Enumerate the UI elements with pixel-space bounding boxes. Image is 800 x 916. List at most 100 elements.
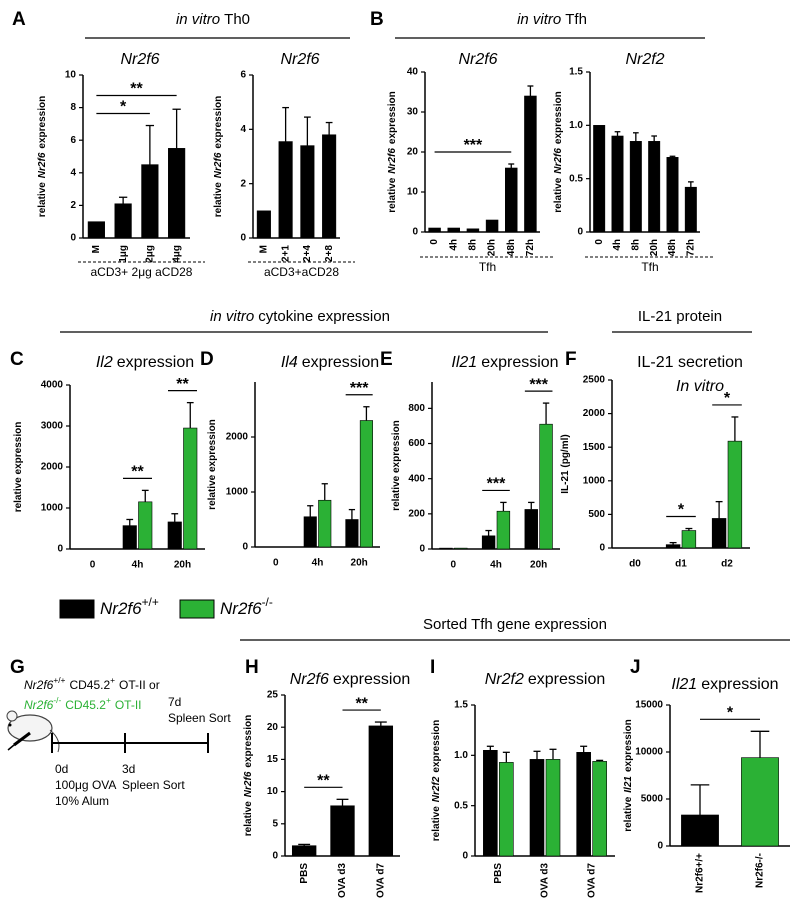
- genotype-label: Nr2f6+/+ CD45.2+ OT-II or: [24, 675, 160, 692]
- panel-label: H: [245, 657, 259, 678]
- y-tick-label: 1.0: [454, 750, 468, 761]
- x-tick-label: 4h: [448, 239, 459, 251]
- y-tick-label: 10000: [635, 747, 663, 758]
- bar: [454, 547, 468, 550]
- y-tick-label: 0: [419, 544, 425, 555]
- bar: [278, 141, 293, 239]
- y-tick-label: 20: [267, 722, 279, 733]
- error-bar: [690, 784, 710, 815]
- text-part: Nr2f2: [625, 51, 664, 68]
- text-part: Nr2f6: [553, 148, 564, 174]
- x-axis-label: aCD3+aCD28: [264, 265, 339, 279]
- y-axis-label: relative Nr2f6 expression: [387, 91, 398, 212]
- bar: [447, 227, 460, 233]
- bar: [168, 148, 186, 239]
- chart-title: Nr2f6: [458, 51, 497, 68]
- bar: [524, 95, 537, 233]
- bar: [684, 186, 697, 233]
- legend-swatch: [179, 599, 215, 619]
- x-tick-label: 0: [451, 560, 457, 571]
- text-part: expression: [333, 671, 410, 688]
- bar: [483, 749, 498, 857]
- section-header: IL-21 protein: [638, 308, 722, 325]
- bar: [711, 518, 727, 549]
- text-part: CD45.2: [65, 698, 106, 712]
- y-tick-label: 2000: [226, 432, 249, 443]
- error-bar: [527, 85, 534, 96]
- bar: [539, 423, 553, 550]
- timepoint-note: Spleen Sort: [122, 778, 185, 792]
- section-header: in vitro Tfh: [517, 11, 587, 28]
- y-tick-label: 1.5: [569, 67, 583, 78]
- bar: [611, 135, 624, 233]
- y-axis-label: relative Nr2f2 expression: [431, 720, 442, 841]
- text-part: expression: [701, 676, 778, 693]
- error-bar: [282, 106, 289, 142]
- panel-label: A: [12, 9, 26, 30]
- error-bar: [298, 843, 311, 846]
- error-bar: [549, 748, 557, 760]
- x-tick-label: M: [259, 245, 270, 253]
- y-tick-label: 0: [657, 841, 663, 852]
- text-part: Nr2f6: [220, 599, 262, 618]
- bar: [318, 499, 332, 548]
- section-header: Sorted Tfh gene expression: [423, 616, 607, 633]
- error-bar: [321, 483, 328, 501]
- y-axis-label: relative Nr2f6 expression: [37, 96, 48, 217]
- error-bar: [118, 196, 128, 204]
- x-axis-label: Tfh: [479, 260, 496, 274]
- chart-title: Il2 expression: [96, 354, 194, 371]
- y-tick-label: 2500: [583, 375, 606, 386]
- error-bar: [336, 798, 349, 806]
- y-tick-label: 1000: [41, 503, 64, 514]
- text-part: Nr2f6: [243, 771, 254, 797]
- x-tick-label: 1μg: [118, 245, 129, 263]
- bar: [681, 814, 719, 847]
- y-axis-label: relative expression: [391, 420, 402, 511]
- section-header: in vitro cytokine expression: [210, 308, 390, 325]
- significance-label: *: [724, 390, 731, 407]
- bar: [256, 210, 271, 239]
- error-bar: [632, 132, 639, 142]
- text-part: Nr2f6: [100, 599, 142, 618]
- text-part: Il21: [623, 776, 634, 793]
- bar: [138, 501, 153, 550]
- bar: [505, 167, 518, 233]
- chart-title: Nr2f6: [280, 51, 319, 68]
- x-tick-label: 0: [273, 558, 279, 569]
- bar: [727, 440, 743, 549]
- y-tick-label: 2000: [583, 408, 606, 419]
- text-part: expression: [481, 354, 558, 371]
- significance-label: ***: [529, 376, 548, 393]
- x-tick-label: 20h: [487, 239, 498, 256]
- x-tick-label: 0: [90, 560, 96, 571]
- y-tick-label: 600: [408, 438, 425, 449]
- y-tick-label: 1.5: [454, 700, 468, 711]
- text-part: relative expression: [207, 419, 218, 510]
- text-part: Nr2f6: [120, 51, 159, 68]
- text-part: IL-21 (pg/ml): [560, 434, 571, 493]
- text-part: IL-21 protein: [638, 308, 722, 325]
- bar: [291, 845, 317, 857]
- x-tick-label: d0: [629, 559, 641, 570]
- text-part: Nr2f6: [290, 671, 329, 688]
- panel-label: F: [565, 349, 577, 370]
- x-tick-label: 8h: [630, 239, 641, 251]
- timeline: [51, 733, 209, 753]
- text-part: expression: [431, 720, 442, 773]
- y-tick-label: 6: [240, 70, 246, 81]
- bar: [485, 219, 499, 233]
- text-part: relative: [431, 806, 442, 841]
- text-part: Il4: [281, 354, 298, 371]
- y-tick-label: 200: [408, 508, 425, 519]
- bar: [499, 762, 514, 857]
- error-bar: [614, 131, 621, 136]
- y-tick-label: 5: [272, 818, 278, 829]
- bar: [529, 759, 545, 857]
- panel-label: E: [380, 349, 393, 370]
- bar: [87, 221, 105, 239]
- text-part: expression: [243, 715, 254, 768]
- y-tick-label: 4: [240, 124, 246, 135]
- legend-label: Nr2f6-/-: [220, 595, 273, 618]
- x-tick-label: OVA d3: [540, 863, 551, 898]
